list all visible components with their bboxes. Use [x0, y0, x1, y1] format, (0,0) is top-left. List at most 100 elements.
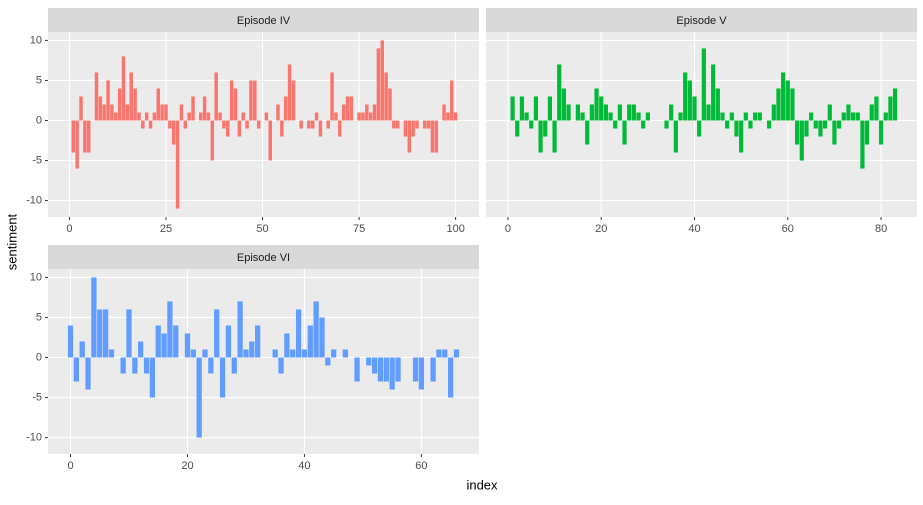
y-tick-label: -5: [32, 154, 42, 166]
bar: [219, 357, 226, 398]
x-tick-label: 25: [160, 223, 172, 235]
bar: [272, 349, 278, 358]
bar: [184, 333, 191, 358]
y-axis-label: sentiment: [4, 213, 19, 270]
bar: [804, 120, 809, 137]
bar: [776, 88, 781, 121]
bar: [453, 349, 460, 358]
bar: [415, 120, 419, 129]
bar: [855, 112, 860, 121]
bar: [229, 80, 234, 121]
strip-label: Episode VI: [237, 252, 290, 264]
bar: [767, 120, 772, 129]
bar: [245, 120, 249, 129]
bar: [389, 357, 395, 390]
bar: [83, 120, 87, 153]
x-tick-label: 80: [875, 223, 887, 235]
bar: [284, 333, 290, 358]
bar: [102, 309, 109, 358]
bar: [430, 120, 435, 153]
strip-label: Episode V: [676, 15, 727, 27]
bar: [453, 112, 458, 121]
bar: [141, 120, 145, 129]
y-tick-label: 10: [30, 271, 42, 283]
bar: [371, 357, 378, 374]
bar: [108, 349, 115, 358]
bar: [734, 120, 739, 137]
bar: [411, 120, 415, 137]
bar: [319, 317, 325, 358]
panel: [48, 269, 479, 454]
bar: [117, 88, 122, 121]
strip: [48, 8, 479, 32]
bar: [785, 80, 790, 121]
bar: [202, 349, 208, 358]
bar: [301, 349, 308, 358]
bar: [795, 120, 800, 145]
bar: [377, 357, 384, 382]
bar: [383, 357, 389, 382]
bar: [683, 72, 688, 121]
bar: [436, 349, 442, 358]
bar: [608, 112, 613, 121]
bar: [287, 64, 292, 121]
bar: [173, 325, 179, 358]
bar: [384, 72, 388, 121]
bar: [167, 301, 173, 358]
bar: [148, 120, 153, 129]
bar: [575, 104, 580, 121]
bar: [222, 120, 226, 129]
bar: [226, 120, 230, 137]
bar: [524, 112, 529, 121]
bar: [120, 357, 126, 374]
bar: [366, 357, 372, 366]
x-tick-label: 0: [505, 223, 511, 235]
bar: [342, 349, 349, 358]
bar: [106, 80, 110, 121]
bar: [114, 112, 118, 121]
x-tick-label: 40: [298, 460, 310, 472]
bar: [395, 120, 400, 129]
bar: [71, 120, 76, 153]
bar: [161, 333, 167, 358]
bar: [697, 120, 702, 137]
bar: [678, 112, 683, 121]
y-tick-label: -5: [32, 391, 42, 403]
x-tick-label: 0: [66, 223, 72, 235]
bar: [243, 349, 249, 358]
y-tick-label: -10: [26, 431, 42, 443]
bar: [334, 112, 338, 121]
bar: [187, 112, 191, 121]
y-tick-label: 0: [36, 114, 42, 126]
bar: [706, 104, 711, 121]
bar: [448, 357, 454, 398]
bar: [255, 325, 261, 358]
bar: [813, 120, 818, 129]
bar: [94, 72, 99, 121]
bar: [357, 112, 361, 121]
bar: [883, 112, 888, 121]
bar: [376, 48, 381, 121]
bar: [729, 112, 734, 121]
y-tick-label: -10: [26, 194, 42, 206]
bar: [365, 104, 369, 121]
bar: [585, 120, 590, 145]
bar: [361, 112, 365, 121]
bar: [711, 64, 716, 121]
bar: [210, 120, 215, 161]
bar: [372, 104, 377, 121]
bar: [276, 104, 280, 121]
bar: [395, 357, 401, 382]
bar: [846, 104, 851, 121]
bar: [121, 56, 126, 121]
bar: [149, 357, 156, 398]
bar: [129, 72, 133, 121]
y-tick-label: 10: [30, 34, 42, 46]
bar: [249, 80, 253, 121]
bar: [753, 112, 758, 121]
bar: [268, 120, 272, 161]
bar: [253, 80, 257, 121]
bar: [407, 120, 412, 153]
bar: [538, 120, 543, 153]
